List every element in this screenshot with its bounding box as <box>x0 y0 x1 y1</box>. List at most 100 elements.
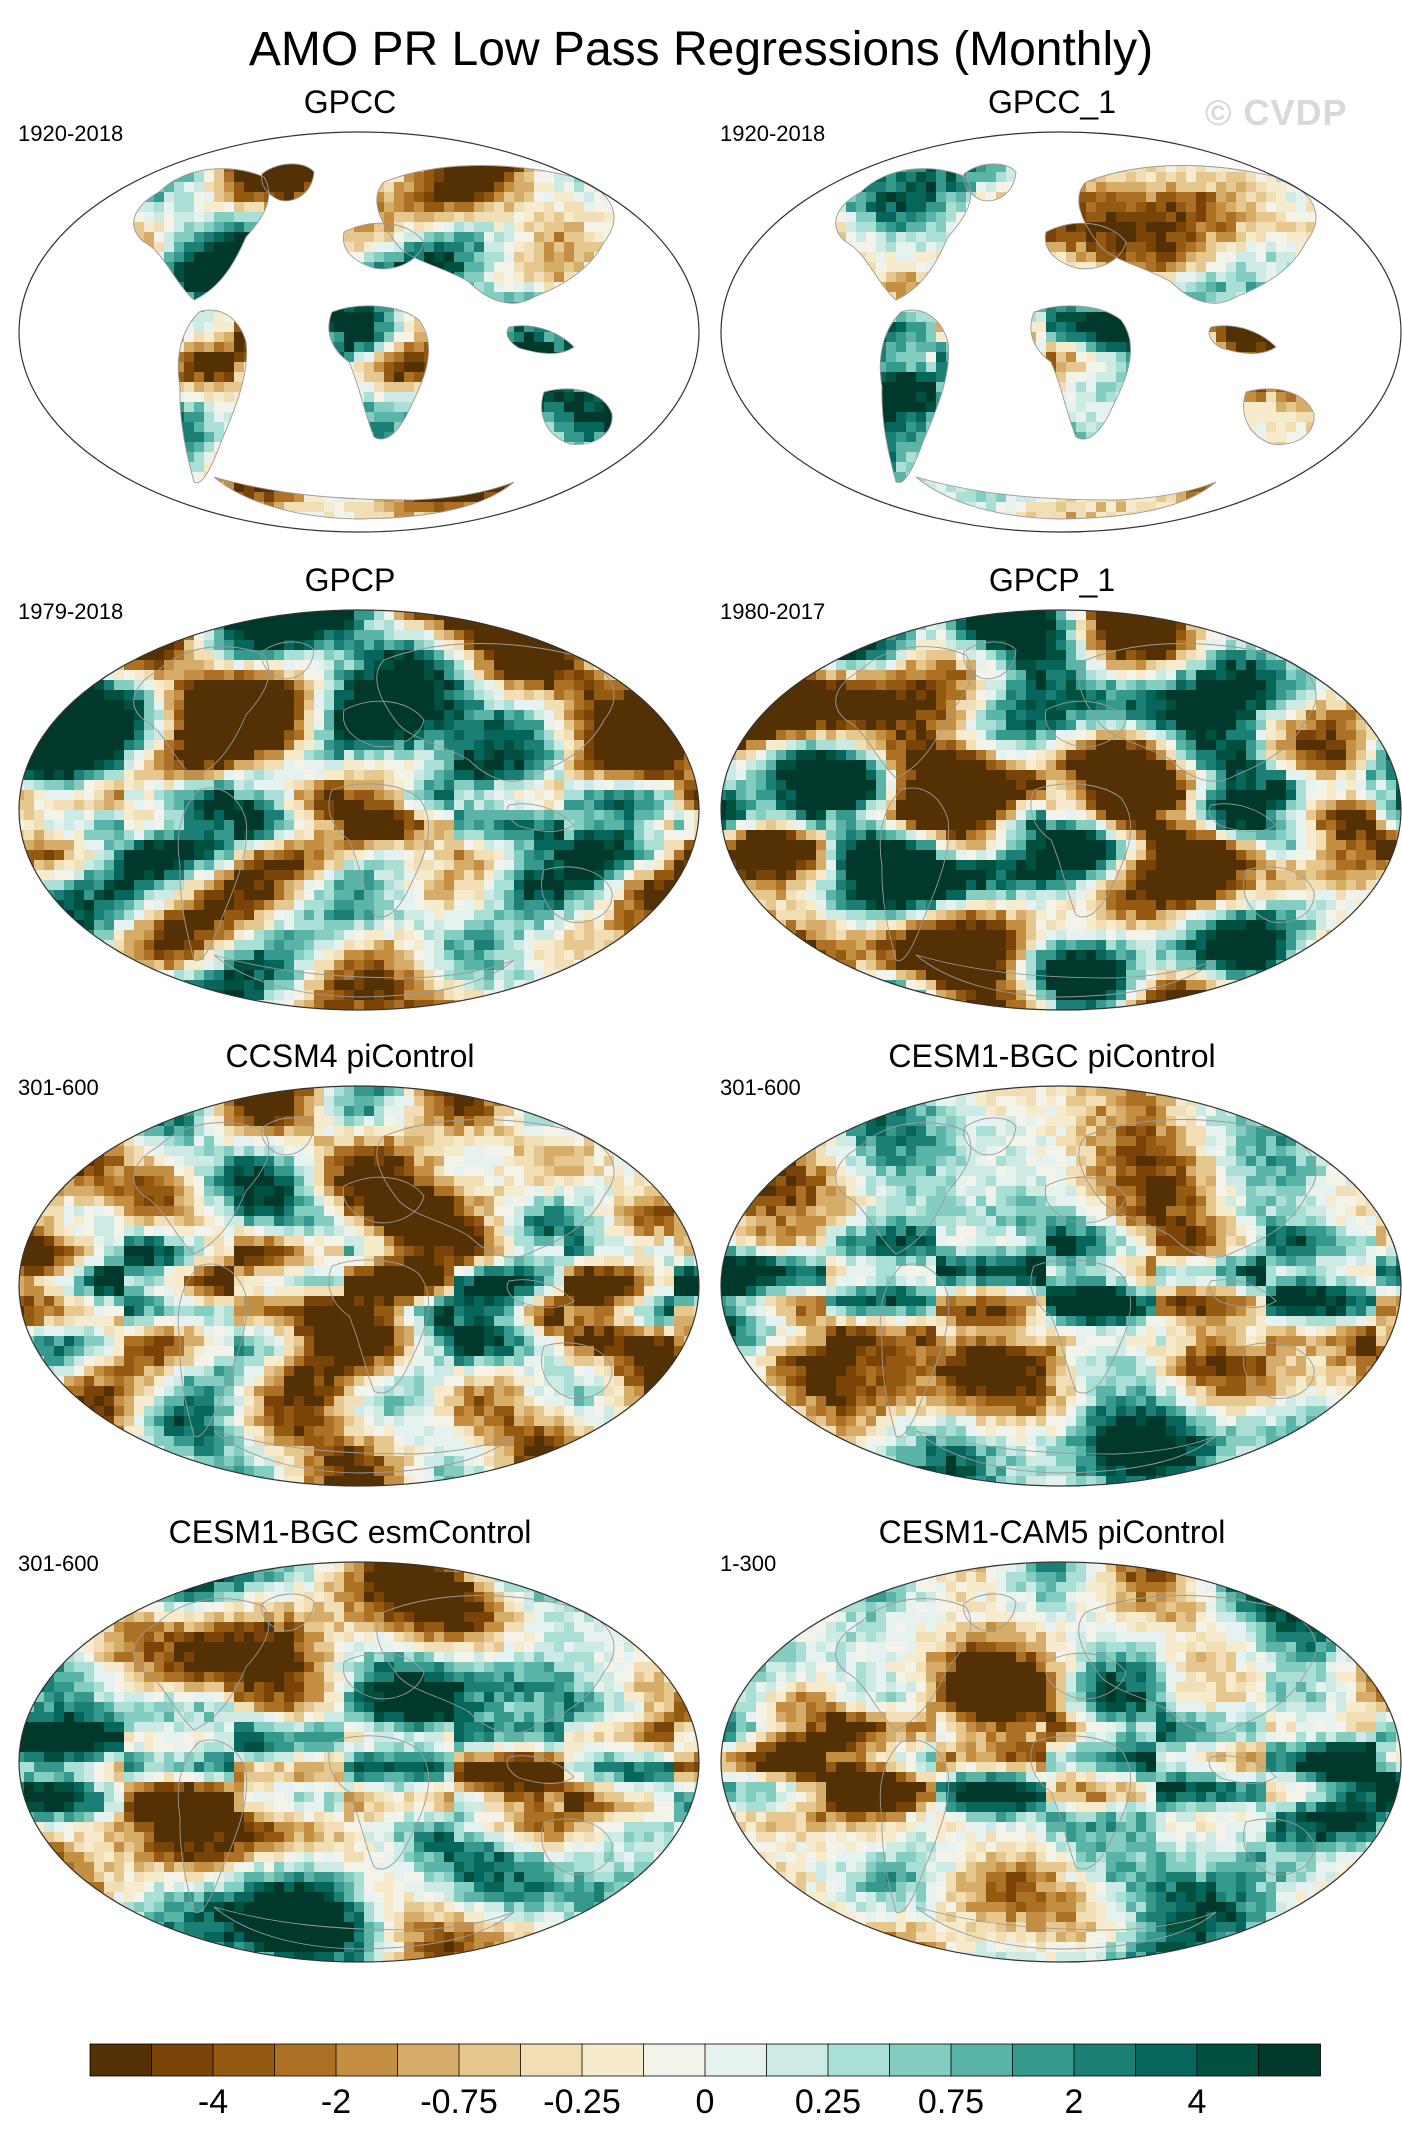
colorbar-swatch <box>643 2043 706 2077</box>
panel-title: CESM1-CAM5 piControl <box>702 1512 1402 1552</box>
coastline <box>506 1279 575 1308</box>
map-outline <box>720 609 1402 1011</box>
coastline <box>879 309 950 484</box>
coastline <box>328 1259 430 1394</box>
coastline <box>1030 783 1132 918</box>
coastline <box>342 222 425 270</box>
panel-period: 301-600 <box>18 1074 99 1102</box>
coastline <box>1078 165 1317 304</box>
map-panel-ccsm4-picontrol: CCSM4 piControl 301-600 <box>0 1036 700 1511</box>
colorbar-tick-label: -4 <box>198 2082 228 2122</box>
coastline <box>835 168 972 301</box>
coastline <box>506 803 575 832</box>
panel-title: CCSM4 piControl <box>0 1036 700 1076</box>
panel-title: GPCP <box>0 560 700 600</box>
coastline <box>133 646 270 779</box>
regression-map <box>720 609 1402 1011</box>
coastlines <box>835 1117 1317 1474</box>
coastline <box>1243 388 1315 445</box>
coastline <box>541 866 613 923</box>
colorbar-swatch <box>335 2043 399 2077</box>
map-panel-gpcp: GPCP 1979-2018 <box>0 560 700 1035</box>
colorbar-swatch <box>704 2043 768 2077</box>
coastline <box>261 1117 315 1156</box>
panel-title: CESM1-BGC piControl <box>702 1036 1402 1076</box>
coastline <box>177 1263 248 1438</box>
colorbar-swatch <box>581 2043 645 2077</box>
regression-map <box>18 609 700 1011</box>
coastline <box>1243 866 1315 923</box>
coastline <box>879 1739 950 1914</box>
map-outline <box>720 131 1402 533</box>
regression-map <box>720 1561 1402 1963</box>
colorbar <box>89 2043 1321 2077</box>
coastline <box>261 1593 315 1632</box>
coastline <box>835 646 972 779</box>
coastline <box>213 1430 515 1474</box>
panel-title: GPCP_1 <box>702 560 1402 600</box>
coastline <box>1044 222 1127 270</box>
colorbar-swatch <box>89 2043 153 2077</box>
colorbar-tick-label: 4 <box>1188 2082 1207 2122</box>
colorbar-swatch <box>274 2043 337 2077</box>
coastline <box>1030 1259 1132 1394</box>
panel-period: 301-600 <box>18 1550 99 1578</box>
map-panel-cesm1-bgc-picontrol: CESM1-BGC piControl 301-600 <box>702 1036 1402 1511</box>
coastlines <box>133 1117 615 1474</box>
coastline <box>261 641 315 680</box>
coastline <box>328 1735 430 1870</box>
map-panel-gpcc-1: GPCC_1 1920-2018 <box>702 82 1402 557</box>
figure-title: AMO PR Low Pass Regressions (Monthly) <box>0 22 1402 78</box>
panel-title: GPCC <box>0 82 700 122</box>
colorbar-swatch <box>397 2043 460 2077</box>
coastline <box>915 1906 1217 1950</box>
map-outline <box>18 1561 700 1963</box>
map-panel-cesm1-bgc-esmcontrol: CESM1-BGC esmControl 301-600 <box>0 1512 700 1987</box>
coastline <box>1078 1595 1317 1734</box>
colorbar-swatch <box>950 2043 1014 2077</box>
colorbar-tick-label: -0.25 <box>543 2082 621 2122</box>
colorbar-tick-label: -0.75 <box>420 2082 498 2122</box>
coastline <box>915 954 1217 998</box>
map-outline <box>18 1085 700 1487</box>
coastline <box>342 1652 425 1700</box>
coastline <box>1078 1119 1317 1258</box>
coastline <box>342 1176 425 1224</box>
coastlines <box>133 1593 615 1950</box>
panel-period: 1-300 <box>720 1550 776 1578</box>
colorbar-tick-label: 0.25 <box>795 2082 861 2122</box>
map-outline <box>720 1085 1402 1487</box>
coastline <box>376 643 615 782</box>
coastline <box>1208 325 1277 354</box>
colorbar-swatch <box>1012 2043 1075 2077</box>
coastline <box>1030 305 1132 440</box>
coastline <box>1044 700 1127 748</box>
colorbar-swatch <box>889 2043 952 2077</box>
coastline <box>376 1119 615 1258</box>
coastline <box>835 1598 972 1731</box>
colorbar-tick-label: -2 <box>321 2082 351 2122</box>
coastlines <box>835 163 1317 520</box>
coastline <box>963 1593 1017 1632</box>
regression-map <box>720 131 1402 533</box>
coastline <box>376 165 615 304</box>
regression-map <box>720 1085 1402 1487</box>
regression-map <box>18 1561 700 1963</box>
coastline <box>177 1739 248 1914</box>
coastline <box>1044 1176 1127 1224</box>
coastline <box>177 787 248 962</box>
panel-period: 1980-2017 <box>720 598 825 626</box>
coastline <box>133 1122 270 1255</box>
coastline <box>963 641 1017 680</box>
coastline <box>963 163 1017 202</box>
panel-title: CESM1-BGC esmControl <box>0 1512 700 1552</box>
colorbar-swatch <box>827 2043 891 2077</box>
colorbar-swatch <box>1135 2043 1198 2077</box>
panel-period: 301-600 <box>720 1074 801 1102</box>
coastline <box>1208 1279 1277 1308</box>
colorbar-swatch <box>1073 2043 1137 2077</box>
coastline <box>1030 1735 1132 1870</box>
colorbar-tick-label: 2 <box>1065 2082 1084 2122</box>
coastlines <box>835 1593 1317 1950</box>
coastline <box>1243 1818 1315 1875</box>
